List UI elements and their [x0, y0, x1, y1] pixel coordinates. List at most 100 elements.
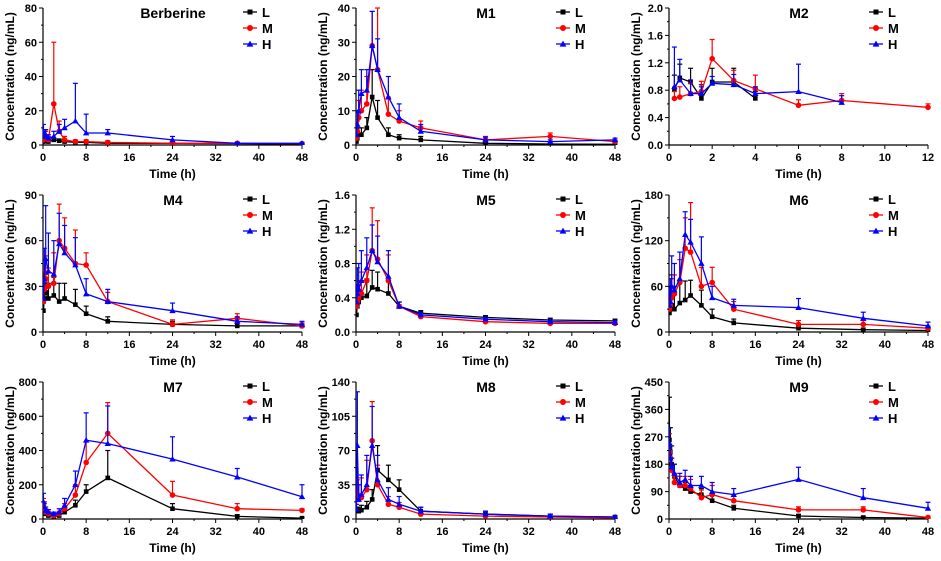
x-tick-label: 32: [523, 526, 535, 538]
chart-panel-m4: 0 30 60 90 0 8 16 24 32 40 48 Time (h) Concentration…: [1, 187, 314, 374]
series-M: [43, 41, 305, 145]
data-point: [62, 296, 67, 301]
legend-entry-H: H: [869, 37, 897, 52]
data-point: [364, 504, 370, 510]
data-point: [56, 138, 62, 144]
data-point: [395, 114, 403, 120]
chart-panel-m5: 0.0 0.4 0.8 1.2 1.6 0 8 16 24 32 40 48 Time (h) Conce…: [314, 187, 627, 374]
x-tick-label: 0: [40, 339, 46, 351]
legend-label: L: [575, 5, 583, 20]
data-point: [671, 291, 678, 297]
chart-panel-m2: 0.0 0.4 0.8 1.2 1.6 2.0 0 2 4 6 8 10 12 Time (h) Conce…: [627, 0, 940, 187]
y-tick-label: 1.2: [335, 224, 350, 236]
data-point: [43, 308, 46, 313]
data-point: [234, 473, 241, 480]
legend-marker: [872, 227, 880, 234]
x-tick-label: 48: [296, 339, 308, 351]
y-tick-label: 360: [645, 404, 663, 416]
data-point: [45, 508, 52, 515]
data-point: [363, 277, 370, 284]
legend-label: M: [888, 208, 899, 223]
data-point: [51, 137, 57, 143]
x-axis-title: Time (h): [775, 541, 821, 555]
x-tick-label: 32: [210, 152, 222, 164]
data-point: [709, 279, 715, 286]
x-tick-label: 16: [436, 339, 448, 351]
data-point: [61, 124, 68, 131]
data-point: [299, 515, 305, 519]
data-point: [838, 99, 845, 105]
data-point: [73, 503, 78, 508]
y-axis-title: Concentration (ng/mL): [629, 199, 643, 328]
data-point: [83, 138, 89, 145]
legend-marker: [247, 212, 253, 218]
chart-svg: 0 30 60 90 0 8 16 24 32 40 48 Time (h) Concentration…: [3, 190, 308, 368]
data-point: [299, 140, 305, 145]
y-axis-title: Concentration (ng/mL): [316, 199, 330, 328]
data-point: [385, 496, 392, 502]
x-tick-label: 8: [839, 152, 845, 164]
x-tick-label: 32: [836, 339, 848, 351]
legend-label: H: [888, 411, 897, 426]
y-axis-title: Concentration (ng/mL): [629, 12, 643, 141]
data-point: [374, 66, 381, 73]
legend-marker: [246, 40, 254, 47]
data-point: [796, 513, 801, 519]
data-point: [687, 238, 694, 245]
legend-entry-M: M: [869, 21, 899, 36]
data-point: [72, 261, 79, 268]
x-tick-label: 24: [792, 339, 805, 351]
data-point: [418, 137, 424, 143]
legend-marker: [247, 9, 253, 15]
data-point: [730, 497, 737, 504]
data-point: [924, 322, 932, 329]
y-tick-label: 0.0: [335, 327, 350, 339]
chart-svg: 0 60 120 180 0 8 16 24 32 40 48 Time (h) Concentrati…: [629, 190, 934, 368]
legend-marker: [873, 25, 879, 31]
data-point: [483, 140, 488, 145]
series-H: [43, 82, 305, 145]
data-point: [170, 506, 175, 512]
legend-label: M: [888, 395, 899, 410]
data-point: [611, 136, 619, 143]
panel-title: M8: [476, 379, 496, 395]
legend-marker: [873, 9, 879, 15]
data-point: [374, 258, 381, 265]
data-point: [795, 102, 802, 109]
y-tick-label: 0.4: [335, 293, 351, 305]
series-H: [671, 46, 845, 105]
x-tick-label: 0: [666, 526, 672, 538]
x-tick-label: 32: [523, 339, 535, 351]
chart-panel-berberine: 0 20 40 60 80 0 8 16 24 32 40 48 Time (h) Concentrati…: [1, 0, 314, 187]
data-point: [45, 267, 52, 274]
x-tick-label: 8: [396, 152, 402, 164]
data-point: [547, 512, 554, 519]
legend-marker: [873, 383, 879, 389]
data-point: [669, 464, 675, 470]
data-point: [43, 498, 47, 505]
y-tick-label: 20: [338, 72, 350, 84]
series-line-M: [356, 248, 615, 325]
data-point: [669, 437, 672, 443]
data-point: [364, 293, 370, 299]
x-tick-label: 16: [436, 526, 448, 538]
x-tick-label: 24: [166, 152, 179, 164]
data-point: [385, 93, 392, 100]
legend-label: H: [575, 411, 584, 426]
data-point: [51, 293, 57, 298]
legend-entry-L: L: [869, 192, 896, 207]
legend-entry-H: H: [243, 411, 271, 426]
legend-marker: [872, 40, 880, 47]
data-point: [730, 491, 737, 498]
legend-marker: [873, 399, 879, 405]
data-point: [709, 314, 715, 320]
panel-title: M2: [789, 5, 809, 21]
data-point: [50, 510, 57, 517]
data-point: [796, 325, 801, 331]
legend-entry-L: L: [556, 5, 583, 20]
data-point: [82, 437, 90, 443]
data-point: [753, 96, 758, 101]
data-point: [234, 505, 241, 512]
data-point: [671, 83, 678, 90]
series-H: [356, 391, 618, 519]
